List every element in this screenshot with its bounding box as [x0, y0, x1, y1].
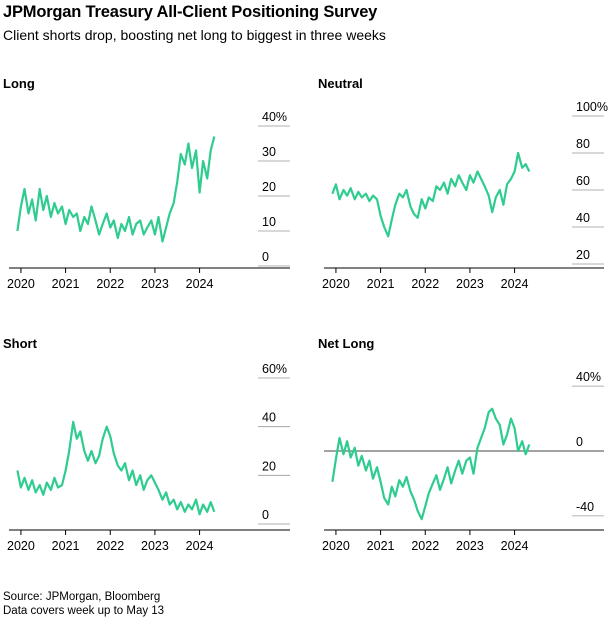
y-tick-label: 20	[262, 459, 276, 473]
x-tick-label: 2020	[7, 539, 35, 553]
x-tick-label: 2020	[7, 277, 35, 291]
panel-title: Net Long	[318, 336, 374, 351]
series-line	[16, 420, 216, 516]
x-tick-label: 2023	[141, 277, 169, 291]
y-tick-label: 20	[576, 248, 590, 262]
y-tick-label: 40	[262, 411, 276, 425]
panel-title: Neutral	[318, 76, 363, 91]
chart-footer: Source: JPMorgan, Bloomberg Data covers …	[3, 590, 164, 618]
data-coverage-note: Data covers week up to May 13	[3, 605, 165, 617]
x-tick-label: 2022	[411, 539, 439, 553]
y-tick-label: 40	[576, 211, 590, 225]
y-tick-label: 60	[576, 174, 590, 188]
panel-title: Short	[3, 336, 38, 351]
panel-title: Long	[3, 76, 35, 91]
y-tick-label: 80	[576, 137, 590, 151]
x-tick-label: 2020	[322, 277, 350, 291]
y-tick-label: 20	[262, 180, 276, 194]
series-line	[331, 151, 531, 238]
chart-subtitle: Client shorts drop, boosting net long to…	[3, 27, 386, 43]
x-tick-label: 2024	[186, 277, 214, 291]
series-line	[16, 136, 216, 243]
source-note: Source: JPMorgan, Bloomberg	[3, 591, 161, 603]
y-tick-label: 0	[262, 508, 269, 522]
x-tick-label: 2021	[52, 277, 80, 291]
y-tick-label: 60%	[262, 362, 287, 376]
x-tick-label: 2023	[141, 539, 169, 553]
x-tick-label: 2021	[52, 539, 80, 553]
series-line	[331, 407, 531, 521]
x-tick-label: 2024	[186, 539, 214, 553]
y-tick-label: 10	[262, 215, 276, 229]
x-tick-label: 2021	[367, 539, 395, 553]
x-tick-label: 2022	[411, 277, 439, 291]
y-tick-label: 40%	[576, 370, 601, 384]
x-tick-label: 2023	[456, 539, 484, 553]
y-tick-label: 30	[262, 145, 276, 159]
x-tick-label: 2022	[96, 277, 124, 291]
x-tick-label: 2022	[96, 539, 124, 553]
x-tick-label: 2024	[501, 539, 529, 553]
x-tick-label: 2020	[322, 539, 350, 553]
y-tick-label: -40	[576, 500, 594, 514]
x-tick-label: 2023	[456, 277, 484, 291]
y-tick-label: 0	[576, 435, 583, 449]
x-tick-label: 2024	[501, 277, 529, 291]
y-tick-label: 0	[262, 250, 269, 264]
x-tick-label: 2021	[367, 277, 395, 291]
chart-title: JPMorgan Treasury All-Client Positioning…	[3, 3, 378, 21]
y-tick-label: 40%	[262, 110, 287, 124]
y-tick-label: 100%	[576, 100, 608, 114]
